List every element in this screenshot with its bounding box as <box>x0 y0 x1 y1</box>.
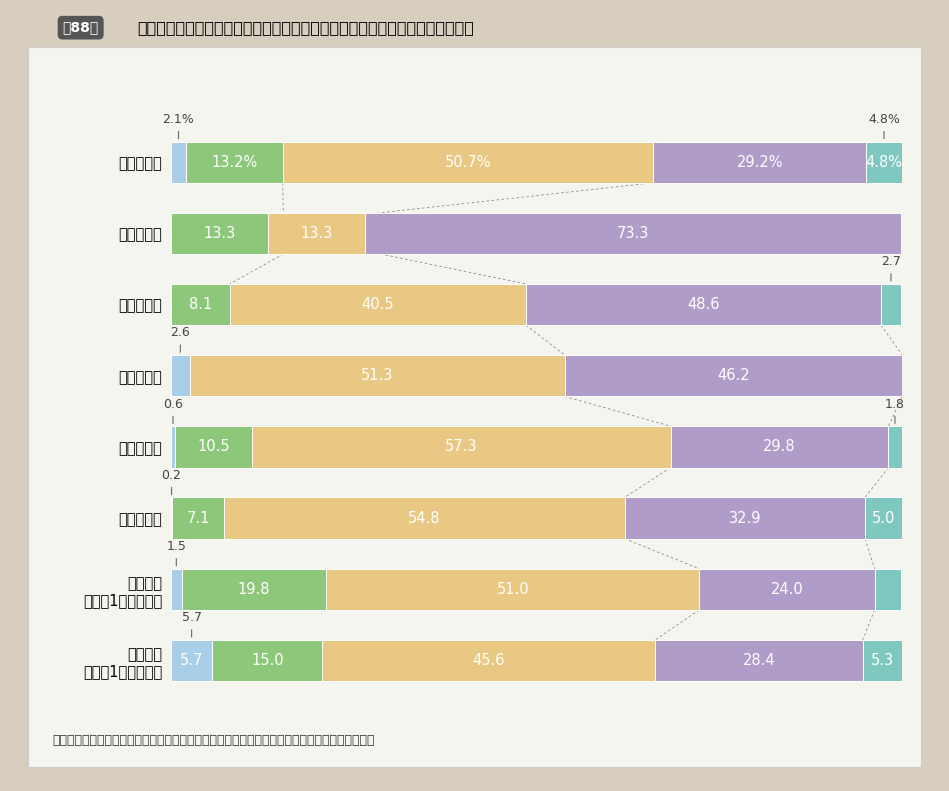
Bar <box>176 426 251 467</box>
Bar <box>268 213 365 254</box>
Text: 5.3: 5.3 <box>870 653 894 668</box>
Text: 24.0: 24.0 <box>771 582 803 596</box>
Bar <box>190 355 565 396</box>
Bar <box>171 355 190 396</box>
Text: 2.1%: 2.1% <box>162 113 195 138</box>
Text: 4.8%: 4.8% <box>865 155 902 169</box>
Text: 13.2%: 13.2% <box>212 155 257 169</box>
Bar <box>656 640 863 681</box>
Text: 7.1: 7.1 <box>187 511 210 525</box>
Text: 8.1: 8.1 <box>189 297 212 312</box>
Bar <box>888 426 902 467</box>
Bar <box>171 142 186 183</box>
Text: 10.5: 10.5 <box>197 440 230 454</box>
Text: 1.5: 1.5 <box>166 540 186 566</box>
Text: 0.2: 0.2 <box>161 469 181 494</box>
Bar <box>171 498 173 539</box>
Bar <box>322 640 656 681</box>
Bar <box>881 284 901 325</box>
Text: 51.0: 51.0 <box>496 582 530 596</box>
Bar <box>171 213 268 254</box>
Text: 32.9: 32.9 <box>729 511 761 525</box>
Bar <box>624 498 865 539</box>
Text: 48.6: 48.6 <box>687 297 719 312</box>
Bar <box>171 426 176 467</box>
Bar <box>213 640 322 681</box>
Text: 団体規模別の実質的な財政負担の標準財政規模に対する比率の状況（構成比）: 団体規模別の実質的な財政負担の標準財政規模に対する比率の状況（構成比） <box>138 21 474 35</box>
Text: 28.4: 28.4 <box>743 653 775 668</box>
Text: 1.8: 1.8 <box>885 398 905 423</box>
Text: 50.7%: 50.7% <box>445 155 492 169</box>
Bar <box>866 142 902 183</box>
Bar <box>173 498 224 539</box>
Bar <box>171 640 213 681</box>
Bar <box>526 284 881 325</box>
Bar <box>653 142 866 183</box>
Bar <box>326 569 699 610</box>
Text: 0.6: 0.6 <box>163 398 183 423</box>
Text: 40.5: 40.5 <box>362 297 394 312</box>
Text: 15.0: 15.0 <box>251 653 284 668</box>
Text: 13.3: 13.3 <box>301 226 333 240</box>
Text: 54.8: 54.8 <box>408 511 440 525</box>
Bar <box>671 426 888 467</box>
Bar <box>565 355 902 396</box>
Text: 46.2: 46.2 <box>717 369 750 383</box>
Text: （注）　「市町村合計」は、大都市、中核市、特例市、中都市、小都市及び町村の合計である。: （注） 「市町村合計」は、大都市、中核市、特例市、中都市、小都市及び町村の合計で… <box>52 735 375 747</box>
Text: 4.8%: 4.8% <box>868 113 900 138</box>
Text: 73.3: 73.3 <box>617 226 649 240</box>
Text: 57.3: 57.3 <box>445 440 477 454</box>
Bar <box>251 426 671 467</box>
Bar <box>699 569 875 610</box>
Text: 51.3: 51.3 <box>361 369 394 383</box>
Text: 29.2%: 29.2% <box>736 155 783 169</box>
Bar <box>224 498 624 539</box>
Bar <box>230 284 526 325</box>
Text: 2.6: 2.6 <box>171 327 190 352</box>
Text: 5.7: 5.7 <box>181 611 201 637</box>
Text: 2.7: 2.7 <box>881 255 901 281</box>
Text: 19.8: 19.8 <box>238 582 270 596</box>
Text: 5.0: 5.0 <box>871 511 895 525</box>
Text: 第88図: 第88図 <box>63 21 99 35</box>
Bar <box>186 142 283 183</box>
Bar <box>365 213 901 254</box>
Bar <box>863 640 902 681</box>
Bar <box>171 284 230 325</box>
Bar <box>182 569 326 610</box>
Text: 29.8: 29.8 <box>763 440 796 454</box>
Text: 5.7: 5.7 <box>180 653 203 668</box>
Bar <box>865 498 902 539</box>
Bar <box>875 569 901 610</box>
Bar <box>171 569 182 610</box>
Bar <box>283 142 653 183</box>
Text: 45.6: 45.6 <box>473 653 505 668</box>
Text: 13.3: 13.3 <box>203 226 235 240</box>
